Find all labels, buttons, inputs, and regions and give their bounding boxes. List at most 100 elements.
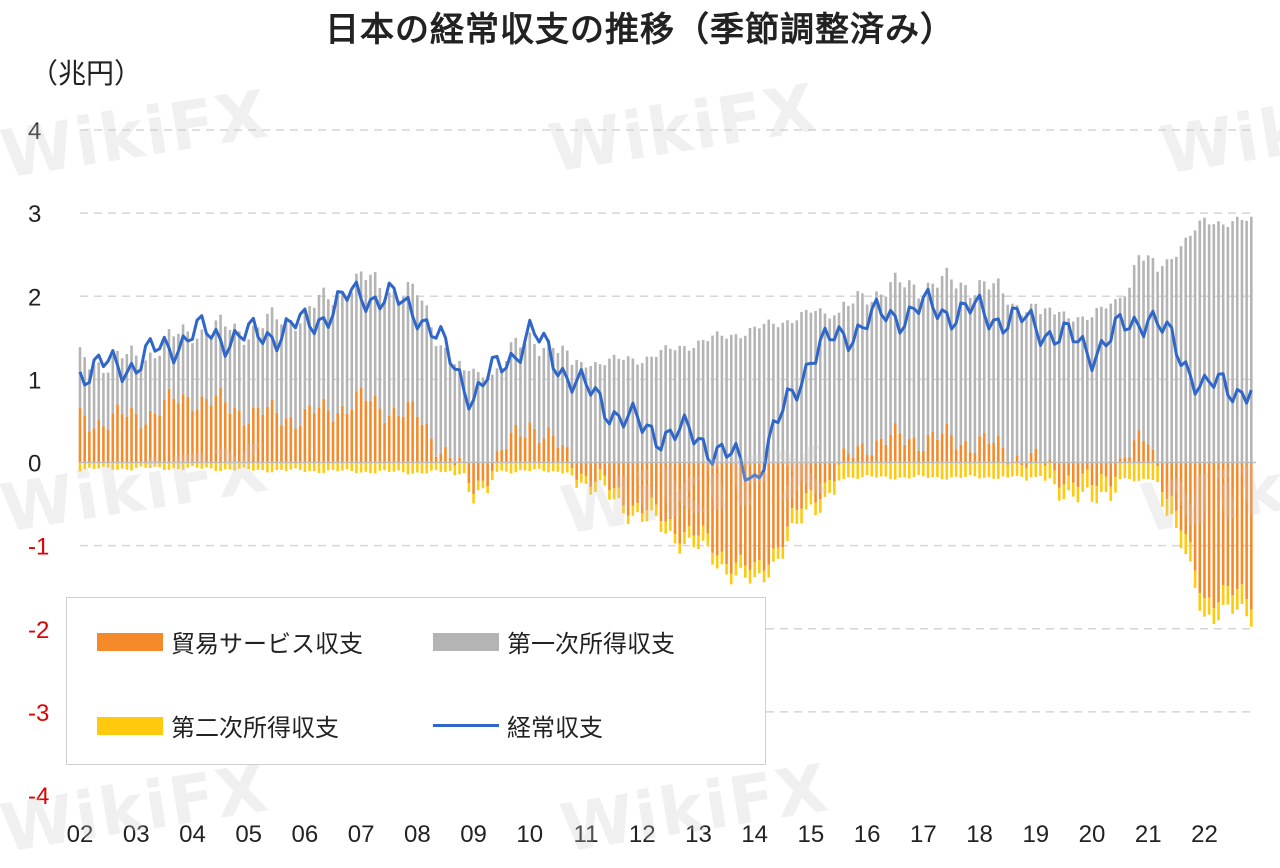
- bar-trade-services: [880, 439, 883, 463]
- bar-primary-income: [1063, 311, 1066, 462]
- bar-secondary-income: [280, 463, 283, 470]
- bar-primary-income: [102, 373, 105, 427]
- bar-secondary-income: [763, 571, 766, 583]
- y-tick-label: -3: [28, 700, 49, 727]
- bar-primary-income: [1020, 316, 1023, 463]
- legend-label-current-account: 経常収支: [507, 708, 603, 743]
- bar-primary-income: [557, 353, 560, 448]
- bar-trade-services: [945, 424, 948, 463]
- bar-secondary-income: [1109, 487, 1112, 501]
- bar-secondary-income: [458, 463, 461, 475]
- bar-primary-income: [393, 291, 396, 407]
- bar-primary-income: [135, 356, 138, 414]
- bar-primary-income: [1105, 308, 1108, 462]
- bar-trade-services: [383, 423, 386, 463]
- bar-secondary-income: [1011, 463, 1014, 477]
- bar-trade-services: [444, 447, 447, 463]
- bar-trade-services: [978, 436, 981, 462]
- bar-primary-income: [618, 359, 621, 463]
- bar-trade-services: [416, 417, 419, 463]
- bar-primary-income: [861, 293, 864, 443]
- y-tick-label: -2: [28, 617, 49, 644]
- bar-secondary-income: [299, 463, 302, 471]
- bar-primary-income: [1138, 255, 1141, 430]
- bar-primary-income: [491, 375, 494, 463]
- bar-secondary-income: [1231, 595, 1234, 614]
- bar-secondary-income: [758, 560, 761, 573]
- bar-trade-services: [988, 444, 991, 463]
- bar-secondary-income: [308, 463, 311, 472]
- bar-secondary-income: [1049, 463, 1052, 479]
- bar-primary-income: [1203, 218, 1206, 463]
- bar-secondary-income: [1245, 599, 1248, 616]
- bar-primary-income: [350, 292, 353, 409]
- bar-primary-income: [360, 271, 363, 387]
- bar-primary-income: [505, 361, 508, 449]
- bar-secondary-income: [903, 463, 906, 478]
- bar-secondary-income: [341, 463, 344, 471]
- bar-trade-services: [1091, 463, 1094, 486]
- bar-primary-income: [355, 274, 358, 391]
- bar-secondary-income: [557, 463, 560, 472]
- bar-secondary-income: [964, 463, 967, 477]
- bar-secondary-income: [477, 481, 480, 491]
- bar-primary-income: [252, 326, 255, 408]
- bar-trade-services: [308, 405, 311, 462]
- bar-trade-services: [379, 408, 382, 462]
- bar-secondary-income: [730, 574, 733, 585]
- bar-secondary-income: [1053, 471, 1056, 485]
- bar-trade-services: [566, 447, 569, 462]
- bar-primary-income: [1011, 304, 1014, 462]
- bar-primary-income: [538, 356, 541, 443]
- bar-primary-income: [294, 331, 297, 429]
- x-tick-label: 19: [1022, 821, 1049, 848]
- y-tick-label: 2: [28, 284, 41, 311]
- bar-trade-services: [533, 429, 536, 463]
- bar-secondary-income: [707, 533, 710, 546]
- bar-secondary-income: [1222, 585, 1225, 605]
- bar-trade-services: [341, 406, 344, 463]
- bar-trade-services: [491, 463, 494, 472]
- bar-secondary-income: [1025, 468, 1028, 481]
- bar-trade-services: [913, 437, 916, 462]
- bar-trade-services: [519, 436, 522, 462]
- bar-trade-services: [346, 413, 349, 462]
- bar-primary-income: [322, 288, 325, 399]
- bar-primary-income: [144, 360, 147, 424]
- bar-trade-services: [894, 423, 897, 462]
- bar-primary-income: [454, 364, 457, 462]
- bar-secondary-income: [739, 555, 742, 568]
- bar-trade-services: [299, 426, 302, 463]
- bar-trade-services: [866, 455, 869, 463]
- bar-primary-income: [1039, 314, 1042, 462]
- bar-secondary-income: [922, 463, 925, 477]
- bar-primary-income: [922, 296, 925, 451]
- bar-secondary-income: [1006, 465, 1009, 478]
- bar-trade-services: [964, 441, 967, 463]
- bar-primary-income: [1152, 258, 1155, 450]
- bar-trade-services: [486, 463, 489, 487]
- bar-primary-income: [402, 297, 405, 417]
- bar-trade-services: [1109, 463, 1112, 487]
- bar-secondary-income: [1058, 488, 1061, 501]
- bar-trade-services: [1138, 430, 1141, 462]
- bar-trade-services: [318, 407, 321, 462]
- bar-primary-income: [608, 359, 611, 463]
- bar-primary-income: [1016, 305, 1019, 455]
- bar-primary-income: [247, 339, 250, 424]
- bar-primary-income: [1002, 293, 1005, 447]
- bar-primary-income: [1208, 224, 1211, 462]
- bar-primary-income: [1180, 246, 1183, 462]
- bar-trade-services: [402, 417, 405, 463]
- bar-trade-services: [79, 408, 82, 463]
- bar-primary-income: [856, 291, 859, 446]
- bar-primary-income: [1166, 259, 1169, 462]
- bar-secondary-income: [880, 463, 883, 477]
- bar-primary-income: [650, 357, 653, 463]
- legend-label-secondary-income: 第二次所得収支: [171, 708, 339, 743]
- bar-secondary-income: [1208, 598, 1211, 615]
- bar-secondary-income: [271, 463, 274, 473]
- bar-secondary-income: [1039, 463, 1042, 477]
- bar-trade-services: [997, 436, 1000, 463]
- bar-secondary-income: [1016, 463, 1019, 476]
